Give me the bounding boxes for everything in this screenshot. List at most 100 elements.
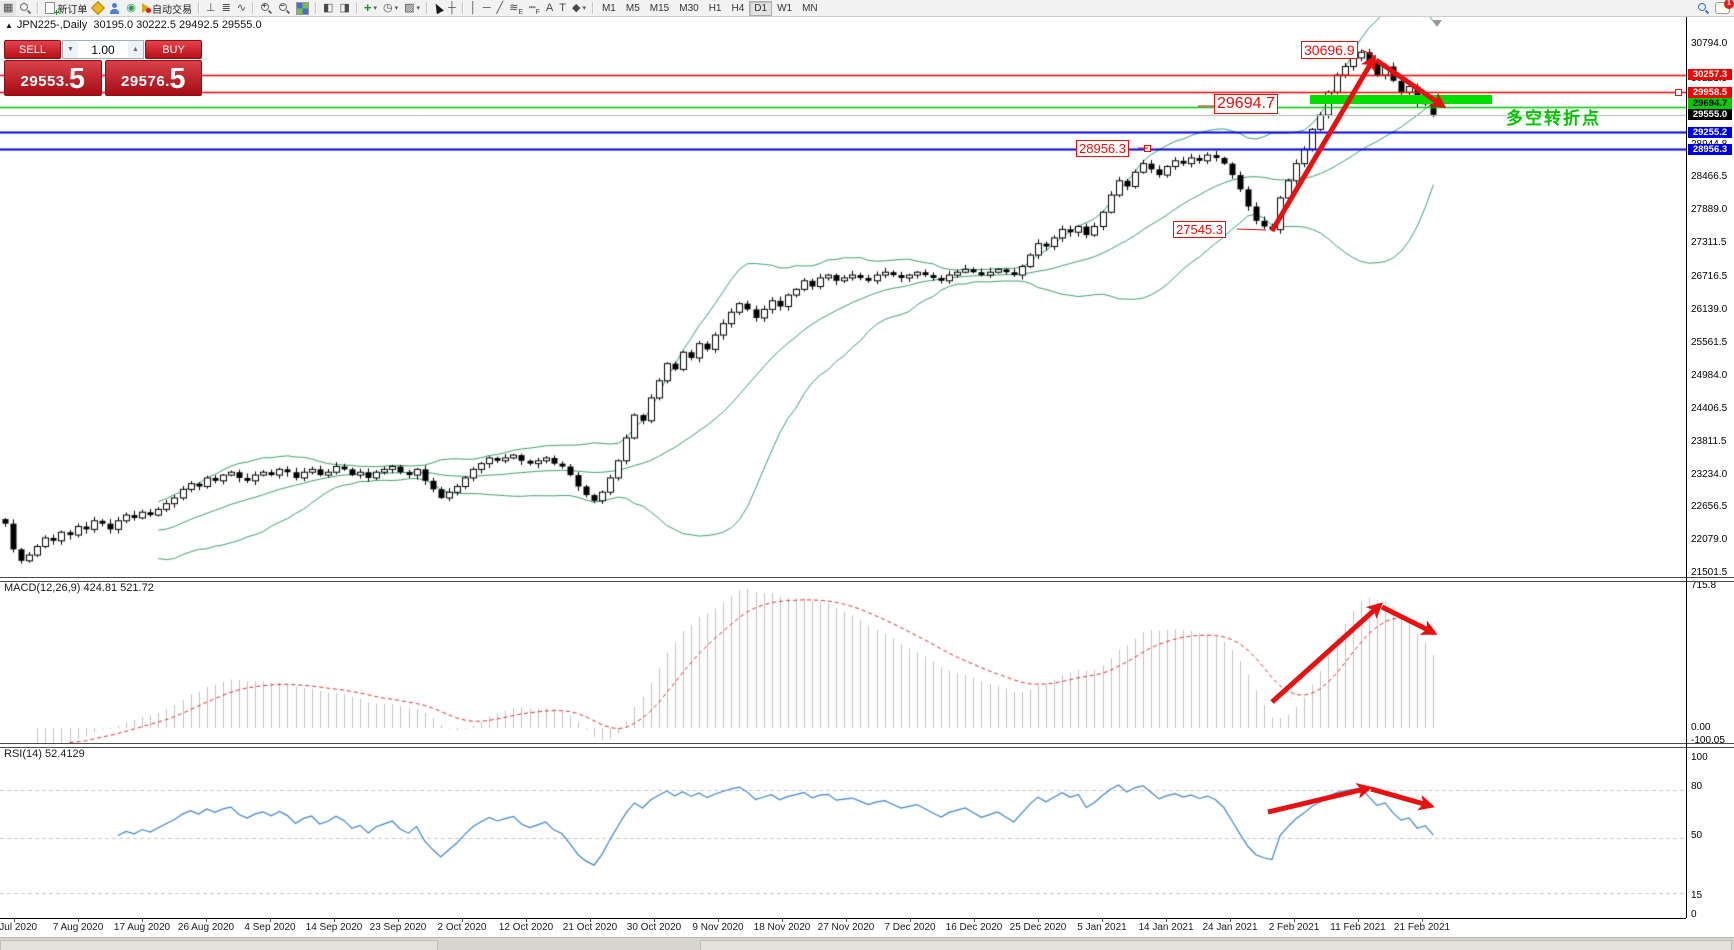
toolbar-group: + − [257, 0, 312, 16]
date-axis-tick [526, 918, 527, 922]
date-axis-label: 25 Dec 2020 [1009, 922, 1067, 933]
price-annotation-27545.3[interactable]: 27545.3 [1173, 221, 1226, 238]
tile-windows-icon[interactable] [293, 1, 312, 16]
hline-icon[interactable]: ─ [480, 1, 494, 16]
date-axis-tick [334, 918, 335, 922]
toolbar-group: ◧ ◨ [320, 0, 353, 16]
date-axis-tick [206, 918, 207, 922]
date-axis-tick [14, 918, 15, 922]
support-zone-band[interactable] [1310, 95, 1492, 104]
main-price-chart[interactable] [0, 17, 1686, 577]
price-annotation-29694.7[interactable]: 29694.7 [1214, 94, 1278, 114]
timeframe-d1[interactable]: D1 [749, 0, 773, 16]
price-annotation-30696.9[interactable]: 30696.9 [1301, 41, 1358, 59]
bar-chart-icon[interactable]: ⊥ [203, 1, 219, 16]
price-axis-tick: 21501.5 [1691, 567, 1728, 578]
object-handle[interactable] [1675, 89, 1682, 96]
vline-icon[interactable]: │ [467, 1, 480, 16]
indicators-button[interactable]: + ▾ [361, 1, 380, 16]
price-axis-tick: 26716.5 [1691, 271, 1728, 282]
shapes-button: ◆ [571, 2, 581, 14]
timeframe-m5[interactable]: M5 [625, 2, 640, 14]
sell-button[interactable]: SELL [4, 40, 61, 59]
date-axis-label: 26 Aug 2020 [177, 922, 235, 933]
timeframe-h4[interactable]: H4 [731, 2, 745, 14]
price-annotation-28956.3[interactable]: 28956.3 [1076, 140, 1129, 157]
rsi-axis-tick: 15 [1691, 890, 1703, 901]
templates-button[interactable]: ▨ ▾ [401, 1, 423, 16]
channel-icon-sub: F [535, 8, 540, 16]
panel-separator[interactable] [0, 577, 1734, 582]
dropdown-caret-icon: ▾ [416, 5, 421, 12]
crosshair-icon[interactable]: ┼ [445, 1, 459, 16]
rsi-indicator-panel[interactable] [0, 747, 1686, 918]
chat-icon[interactable]: 1 [1715, 0, 1734, 14]
cursor-icon[interactable] [431, 1, 445, 16]
buy-price-display[interactable]: 29576. 5 [104, 60, 202, 96]
buy-button[interactable]: BUY [145, 40, 202, 59]
timeframe-m15[interactable]: M15 [649, 2, 670, 14]
autotrading-button [142, 3, 152, 13]
date-axis-tick [1230, 918, 1231, 922]
line-chart-icon[interactable]: ∿ [234, 1, 249, 16]
timeframe-m30[interactable]: M30 [679, 2, 699, 14]
timeframe-m1[interactable]: M1 [601, 2, 616, 14]
date-axis-tick [846, 918, 847, 922]
preview-icon[interactable] [16, 1, 34, 16]
chart-window-icon[interactable]: ▦ [0, 0, 17, 16]
date-axis-tick [910, 918, 911, 922]
new-order-button[interactable]: 新订单 [42, 1, 90, 19]
timeframe-w1[interactable]: W1 [777, 2, 793, 14]
buy-price-main: 29576 [120, 73, 166, 90]
label-icon[interactable]: T [556, 1, 569, 16]
rsi-label: RSI(14) 52.4129 [4, 748, 85, 760]
status-segment [700, 940, 1732, 950]
chart-shift-icon[interactable]: ◨ [336, 1, 352, 16]
publisher-icon[interactable] [106, 1, 123, 16]
date-axis-label: 9 Jul 2020 [0, 922, 38, 933]
toolbar-separator [37, 2, 40, 14]
chart-window-icon: ▦ [3, 2, 14, 14]
date-axis-label: 14 Jan 2021 [1138, 922, 1194, 933]
trendline-icon[interactable]: ╱ [493, 1, 506, 16]
volume-input[interactable]: 1.00 [91, 42, 115, 57]
candle-chart-icon[interactable]: ≣ [219, 1, 234, 16]
price-axis-tick: 28466.5 [1691, 171, 1728, 182]
date-axis-label: 16 Dec 2020 [945, 922, 1003, 933]
chart-title: ▲ JPN225-,Daily 30195.0 30222.5 29492.5 2… [5, 19, 262, 31]
volume-up-button[interactable]: ▲ [128, 41, 143, 58]
search-icon[interactable] [1697, 2, 1709, 14]
zoom-out-icon: − [278, 1, 290, 14]
channel-icon[interactable]: ┉ F [526, 1, 543, 16]
timeframe-mn[interactable]: MN [802, 2, 818, 14]
bar-chart-icon: ⊥ [206, 2, 216, 14]
date-axis-label: 2 Feb 2021 [1268, 922, 1320, 933]
autotrading-button[interactable]: 自动交易 [139, 1, 195, 16]
toolbar-right: 1 [1697, 0, 1734, 16]
chart-shift-icon: ◨ [339, 2, 350, 14]
price-axis-tick: 22656.5 [1691, 501, 1728, 512]
fibonacci-icon[interactable]: ≋ E [506, 1, 526, 16]
periods-button[interactable]: ◷ ▾ [380, 1, 401, 16]
zoom-out-icon-sub: − [280, 1, 285, 10]
volume-down-button[interactable]: ▼ [63, 41, 78, 58]
zoom-out-icon[interactable]: − [275, 1, 293, 16]
macd-indicator-panel[interactable] [0, 581, 1686, 743]
zoom-in-icon[interactable]: + [257, 1, 275, 16]
autotrading-button-label: 自动交易 [152, 4, 193, 16]
shapes-button[interactable]: ◆ ▾ [569, 1, 589, 16]
text-icon[interactable]: A [543, 1, 556, 16]
templates-button: ▨ [404, 2, 415, 14]
panel-separator[interactable] [0, 743, 1734, 748]
paint-icon[interactable] [90, 0, 106, 16]
chart-shift-marker[interactable] [1432, 20, 1442, 27]
sell-price-display[interactable]: 29553. 5 [4, 60, 102, 96]
signals-icon[interactable]: ◉ [123, 1, 139, 16]
collapse-panel-icon[interactable]: ▲ [5, 21, 13, 30]
macd-axis-tick: 0.00 [1691, 722, 1711, 733]
turning-point-note[interactable]: 多空转折点 [1506, 109, 1601, 128]
date-axis-tick [78, 918, 79, 922]
timeframe-h1[interactable]: H1 [708, 2, 722, 14]
arrange-icon[interactable]: ◧ [320, 1, 336, 16]
object-handle[interactable] [1144, 145, 1151, 152]
